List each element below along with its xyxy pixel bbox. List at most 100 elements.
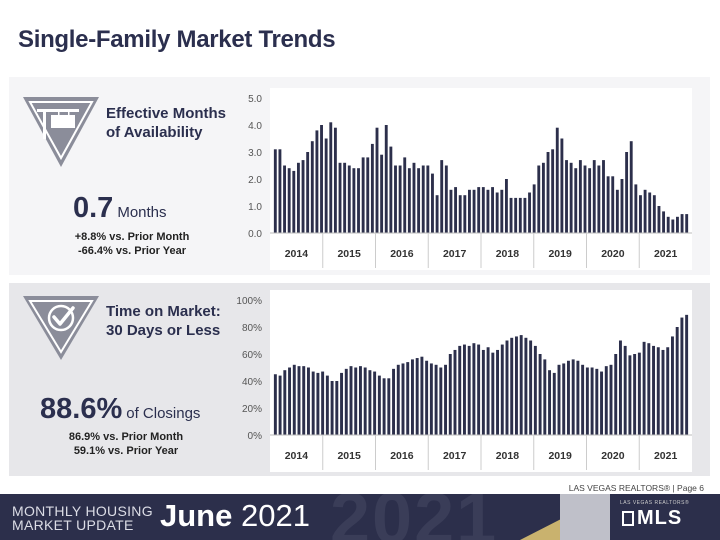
- data-bar: [633, 354, 637, 435]
- data-bar: [316, 372, 320, 435]
- metric2-title: Time on Market: 30 Days or Less: [106, 302, 221, 340]
- data-bar: [685, 214, 689, 233]
- data-bar: [382, 378, 386, 435]
- data-bar: [429, 363, 433, 435]
- data-bar: [643, 189, 647, 233]
- data-bar: [462, 344, 466, 435]
- data-bar: [597, 165, 601, 233]
- metric2-prior-year: 59.1% vs. Prior Year: [73, 445, 179, 457]
- data-bar: [301, 160, 305, 233]
- data-bar: [569, 162, 573, 233]
- data-bar: [657, 206, 661, 233]
- data-bar: [292, 170, 296, 233]
- data-bar: [421, 165, 425, 233]
- metric1-comparisons: +8.8% vs. Prior Month -66.4% vs. Prior Y…: [52, 230, 212, 258]
- data-bar: [287, 168, 291, 233]
- data-bar: [370, 143, 374, 233]
- data-bar: [297, 366, 301, 435]
- data-bar: [625, 152, 629, 233]
- footer-banner: 2021 MONTHLY HOUSING MARKET UPDATE June …: [0, 494, 720, 540]
- data-bar: [560, 138, 564, 233]
- x-year-label: 2015: [337, 450, 361, 462]
- data-bar: [618, 340, 622, 435]
- data-bar: [661, 349, 665, 435]
- data-bar: [449, 189, 453, 233]
- data-bar: [425, 360, 429, 435]
- data-bar: [523, 197, 527, 233]
- data-bar: [604, 366, 608, 435]
- data-bar: [623, 345, 627, 435]
- data-bar: [532, 184, 536, 233]
- metric2-title-line2: 30 Days or Less: [106, 322, 221, 339]
- data-bar: [321, 371, 325, 435]
- x-year-label: 2018: [496, 248, 520, 260]
- data-bar: [652, 195, 656, 233]
- data-bar: [538, 354, 542, 435]
- y-tick-label: 20%: [242, 404, 262, 415]
- data-bar: [349, 366, 353, 435]
- data-bar: [548, 370, 552, 435]
- data-bar: [347, 165, 351, 233]
- data-bar: [571, 359, 575, 435]
- metric1-value: 0.7: [73, 192, 114, 224]
- data-bar: [514, 197, 518, 233]
- data-bar: [407, 168, 411, 233]
- data-bar: [412, 162, 416, 233]
- data-bar: [537, 165, 541, 233]
- data-bar: [454, 187, 458, 233]
- data-bar: [288, 367, 292, 435]
- data-bar: [283, 165, 286, 233]
- data-bar: [510, 337, 514, 435]
- data-bar: [595, 368, 599, 435]
- data-bar: [325, 375, 329, 435]
- data-bar: [500, 189, 504, 233]
- data-bar: [671, 219, 675, 233]
- data-bar: [401, 363, 405, 435]
- data-bar: [666, 216, 670, 233]
- data-bar: [505, 340, 509, 435]
- x-year-label: 2015: [337, 248, 361, 260]
- footer-ghost-year: 2021: [330, 494, 499, 540]
- data-bar: [581, 364, 585, 435]
- data-bar: [555, 127, 559, 233]
- data-bar: [444, 364, 448, 435]
- for-sale-sign-icon: [23, 97, 99, 167]
- metric1-value-block: 0.7 Months: [73, 192, 167, 225]
- data-bar: [344, 368, 348, 435]
- data-bar: [434, 364, 438, 435]
- metric1-title: Effective Months of Availability: [106, 104, 226, 142]
- data-bar: [463, 195, 467, 233]
- data-bar: [444, 165, 448, 233]
- data-bar: [352, 168, 356, 233]
- data-bar: [491, 187, 494, 233]
- data-bar: [330, 381, 334, 435]
- y-tick-label: 40%: [242, 377, 262, 388]
- y-tick-label: 0.0: [248, 229, 262, 240]
- data-bar: [368, 370, 372, 435]
- data-bar: [495, 192, 499, 233]
- metric2-prior-month: 86.9% vs. Prior Month: [68, 431, 184, 443]
- data-bar: [585, 367, 589, 435]
- data-bar: [273, 149, 277, 233]
- x-year-label: 2017: [443, 248, 467, 260]
- data-bar: [394, 165, 397, 233]
- y-tick-label: 5.0: [248, 94, 262, 105]
- data-bar: [629, 141, 633, 233]
- data-bar: [278, 375, 282, 435]
- data-bar: [628, 355, 632, 435]
- x-year-label: 2021: [654, 248, 678, 260]
- data-bar: [565, 160, 568, 233]
- data-bar: [606, 176, 610, 233]
- data-bar: [680, 317, 684, 435]
- data-bar: [468, 189, 471, 233]
- data-bar: [357, 168, 360, 233]
- mls-logo-word: MLS: [637, 507, 683, 529]
- data-bar: [634, 184, 638, 233]
- data-bar: [417, 168, 421, 233]
- data-bar: [590, 367, 594, 435]
- mls-logo-text: MLS: [622, 507, 682, 530]
- data-bar: [273, 374, 277, 435]
- data-bar: [491, 352, 495, 435]
- mls-logo-caption: LAS VEGAS REALTORS®: [620, 500, 690, 506]
- data-bar: [406, 362, 410, 435]
